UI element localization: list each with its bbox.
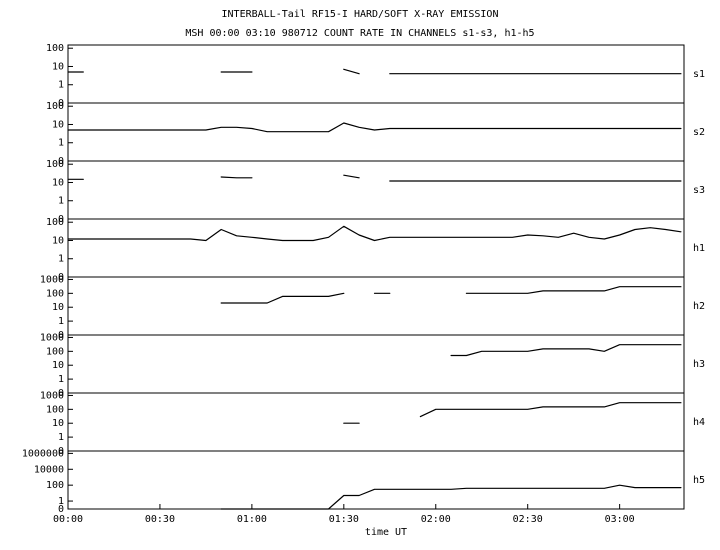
series-name: s2 <box>693 127 705 138</box>
series-name: h5 <box>693 475 705 486</box>
x-tick-label: 01:00 <box>237 514 267 525</box>
x-axis-label: time UT <box>365 527 407 538</box>
y-tick-label: 100 <box>46 346 64 357</box>
x-tick-label: 02:00 <box>421 514 451 525</box>
chart-subtitle: MSH 00:00 03:10 980712 COUNT RATE IN CHA… <box>185 28 534 39</box>
chart-title: INTERBALL-Tail RF15-I HARD/SOFT X-RAY EM… <box>222 9 499 20</box>
y-tick-label: 100 <box>46 217 64 228</box>
y-tick-label: 0 <box>58 388 64 399</box>
y-tick-label: 1 <box>58 80 64 91</box>
y-tick-label: 10 <box>52 235 64 246</box>
panel-frame <box>67 450 685 510</box>
y-tick-label: 0 <box>58 446 64 457</box>
x-tick-label: 00:00 <box>53 514 83 525</box>
y-tick-label: 10 <box>52 360 64 371</box>
y-tick-label: 100 <box>46 404 64 415</box>
y-tick-label: 1 <box>58 138 64 149</box>
series-line <box>67 225 682 242</box>
y-tick-label: 1 <box>58 254 64 265</box>
x-tick-label: 00:30 <box>145 514 175 525</box>
y-tick-label: 0 <box>58 504 64 515</box>
series-name: h2 <box>693 301 705 312</box>
x-tick-label: 02:30 <box>513 514 543 525</box>
series-line <box>220 484 682 510</box>
y-tick-label: 1 <box>58 196 64 207</box>
x-tick-label: 03:00 <box>605 514 635 525</box>
x-tick-label: 01:30 <box>329 514 359 525</box>
y-tick-label: 10000 <box>34 464 64 475</box>
y-tick-label: 100 <box>46 159 64 170</box>
y-tick-label: 0 <box>58 272 64 283</box>
y-tick-label: 10 <box>52 418 64 429</box>
series-name: s1 <box>693 69 705 80</box>
y-tick-label: 1000 <box>40 390 64 401</box>
series-name: h4 <box>693 417 705 428</box>
y-tick-label: 0 <box>58 156 64 167</box>
y-tick-label: 10 <box>52 61 64 72</box>
y-tick-label: 1000 <box>40 274 64 285</box>
y-tick-label: 0 <box>58 98 64 109</box>
y-tick-label: 100 <box>46 101 64 112</box>
series-name: h3 <box>693 359 705 370</box>
y-tick-label: 1000 <box>40 332 64 343</box>
series-line <box>220 286 682 304</box>
series-line <box>450 344 682 357</box>
y-tick-label: 1 <box>58 374 64 385</box>
series-name: s3 <box>693 185 705 196</box>
y-tick-label: 0 <box>58 214 64 225</box>
y-tick-label: 100 <box>46 480 64 491</box>
series-line <box>67 68 682 75</box>
series-line <box>343 402 682 424</box>
series-line <box>67 122 682 133</box>
series-name: h1 <box>693 243 705 254</box>
y-tick-label: 1 <box>58 432 64 443</box>
y-tick-label: 1000000 <box>22 448 64 459</box>
y-tick-label: 1 <box>58 496 64 507</box>
y-tick-label: 100 <box>46 288 64 299</box>
y-tick-label: 1 <box>58 316 64 327</box>
series-line <box>67 174 682 182</box>
y-tick-label: 10 <box>52 177 64 188</box>
y-tick-label: 10 <box>52 302 64 313</box>
y-tick-label: 10 <box>52 119 64 130</box>
y-tick-label: 100 <box>46 43 64 54</box>
y-tick-label: 0 <box>58 330 64 341</box>
